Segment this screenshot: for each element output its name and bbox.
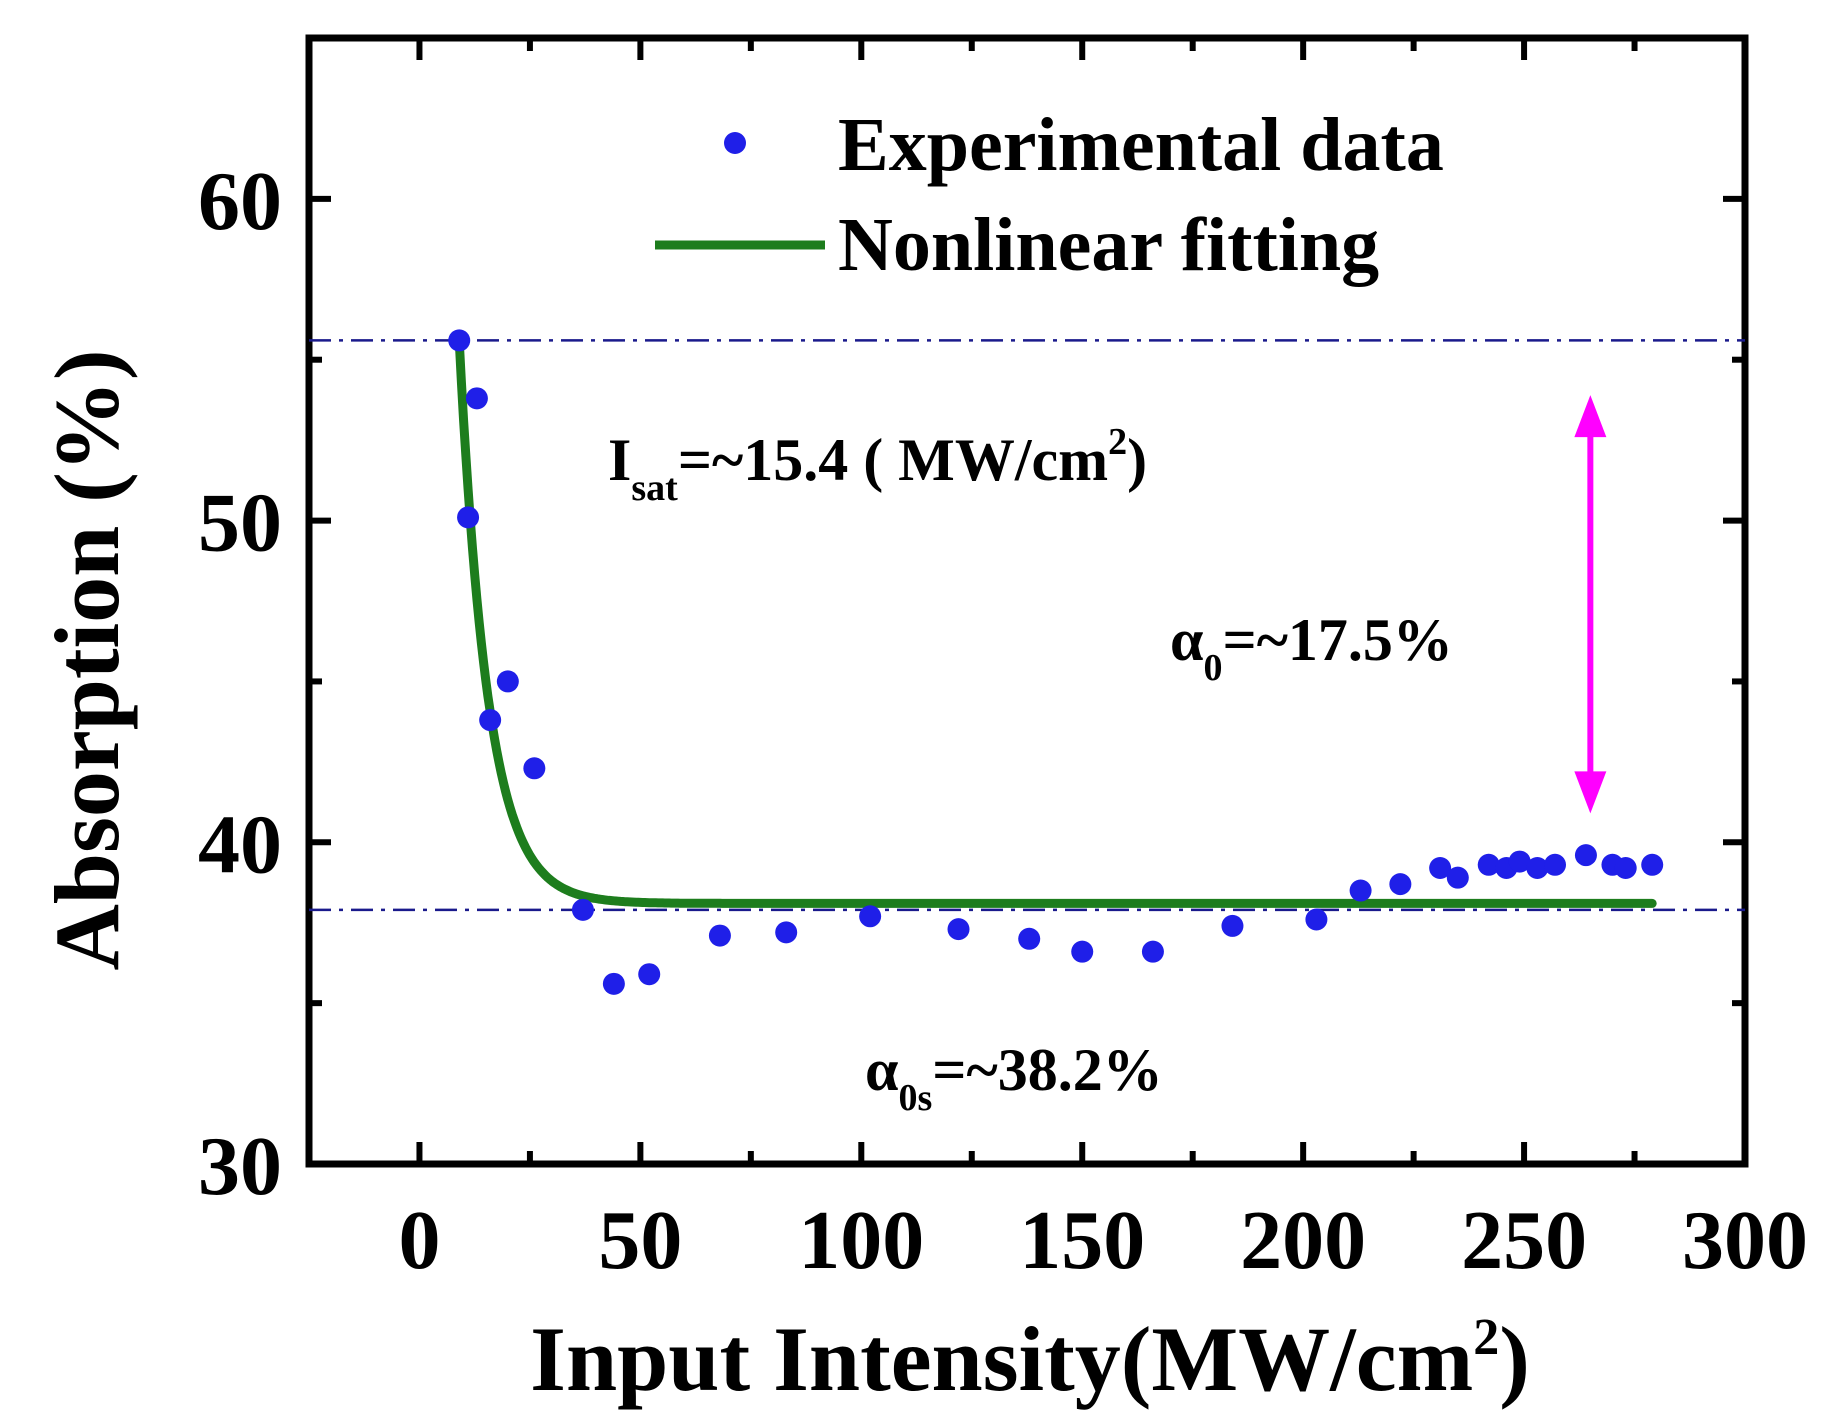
x-axis-title-main: Input Intensity(MW/cm	[530, 1308, 1473, 1410]
data-point-4	[496, 670, 519, 693]
points-layer	[448, 329, 1664, 995]
data-point-9	[708, 924, 731, 947]
plot-frame	[305, 34, 1749, 1168]
isat-sub: sat	[631, 467, 678, 509]
data-point-14	[1071, 940, 1094, 963]
data-point-5	[523, 757, 546, 780]
data-point-1	[457, 506, 480, 529]
data-point-20	[1429, 857, 1452, 880]
x-tick-label-0: 0	[398, 1194, 440, 1287]
y-tick-label-40: 40	[198, 798, 282, 891]
alpha0s-symbol: α	[865, 1037, 899, 1103]
data-point-7	[602, 972, 625, 995]
x-axis-title-sup: 2	[1473, 1309, 1499, 1366]
arrow-layer	[1574, 395, 1607, 814]
alpha0-sub: 0	[1204, 647, 1223, 689]
x-tick-label-200: 200	[1240, 1194, 1366, 1287]
data-point-29	[1614, 857, 1637, 880]
legend: Experimental data Nonlinear fitting	[655, 103, 1444, 287]
fit-curve	[454, 335, 1657, 908]
isat-value: =~15.4 ( MW/cm	[678, 427, 1108, 493]
isat-main: I	[608, 427, 631, 493]
legend-marker-experimental	[724, 132, 746, 154]
data-point-13	[1018, 927, 1041, 950]
alpha0s-sub: 0s	[899, 1077, 933, 1119]
isat-annotation: Isat=~15.4 ( MW/cm2)	[608, 421, 1147, 509]
legend-label-experimental: Experimental data	[838, 103, 1444, 187]
data-point-19	[1389, 873, 1412, 896]
isat-sup: 2	[1108, 421, 1127, 463]
data-point-24	[1508, 850, 1531, 873]
data-point-18	[1349, 879, 1372, 902]
legend-label-fitting: Nonlinear fitting	[838, 203, 1379, 287]
data-point-26	[1544, 853, 1567, 876]
alpha0-annotation: α0=~17.5%	[1170, 607, 1453, 689]
y-tick-label-60: 60	[198, 155, 282, 248]
x-axis-title: Input Intensity(MW/cm2)	[530, 1308, 1530, 1410]
axis-ticks	[306, 35, 1748, 1167]
data-point-25	[1526, 857, 1549, 880]
x-tick-label-150: 150	[1019, 1194, 1145, 1287]
y-tick-label-50: 50	[198, 477, 282, 570]
data-point-10	[775, 921, 798, 944]
data-point-6	[571, 898, 594, 921]
x-tick-label-250: 250	[1461, 1194, 1587, 1287]
data-point-22	[1477, 853, 1500, 876]
alpha0-value: =~17.5%	[1223, 607, 1453, 673]
alpha0-symbol: α	[1170, 607, 1204, 673]
data-point-8	[638, 963, 661, 986]
arrow-head-bottom	[1574, 771, 1607, 814]
x-tick-label-100: 100	[798, 1194, 924, 1287]
x-axis-title-close: )	[1499, 1308, 1530, 1410]
data-point-2	[465, 387, 488, 410]
data-point-30	[1641, 853, 1664, 876]
alpha0s-annotation: α0s=~38.2%	[865, 1037, 1163, 1119]
x-tick-label-300: 300	[1682, 1194, 1808, 1287]
x-tick-label-50: 50	[598, 1194, 682, 1287]
arrow-head-top	[1574, 395, 1607, 438]
alpha0s-value: =~38.2%	[932, 1037, 1162, 1103]
data-point-3	[479, 709, 502, 732]
fit-layer	[454, 335, 1657, 908]
data-point-0	[448, 329, 471, 352]
data-point-15	[1141, 940, 1164, 963]
y-axis-title: Absorption (%)	[36, 349, 138, 970]
data-point-12	[947, 918, 970, 941]
data-point-17	[1305, 908, 1328, 931]
reference-lines	[309, 339, 1745, 912]
data-point-21	[1446, 866, 1469, 889]
y-tick-label-30: 30	[198, 1120, 282, 1213]
data-point-16	[1221, 914, 1244, 937]
data-point-27	[1574, 844, 1597, 867]
data-point-11	[859, 905, 882, 928]
isat-close: )	[1127, 427, 1147, 493]
tick-labels: 0 50 100 150 200 250 300 30 40 50 60	[198, 155, 1808, 1287]
